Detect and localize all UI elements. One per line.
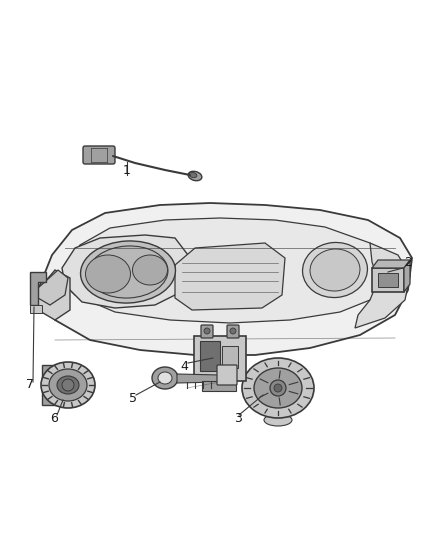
Polygon shape (38, 270, 68, 305)
Text: 2: 2 (404, 256, 412, 270)
Ellipse shape (152, 367, 178, 389)
Polygon shape (404, 260, 410, 292)
Circle shape (270, 380, 286, 396)
FancyBboxPatch shape (227, 325, 239, 338)
Bar (30, 305, 42, 313)
FancyBboxPatch shape (83, 146, 115, 164)
Polygon shape (62, 235, 188, 308)
Polygon shape (38, 270, 70, 320)
Ellipse shape (57, 376, 79, 394)
Polygon shape (177, 374, 220, 383)
Ellipse shape (242, 358, 314, 418)
Circle shape (230, 328, 236, 334)
FancyBboxPatch shape (201, 325, 213, 338)
Ellipse shape (85, 255, 131, 293)
Polygon shape (175, 243, 285, 310)
Ellipse shape (188, 171, 202, 181)
Circle shape (274, 384, 282, 392)
Text: 1: 1 (123, 164, 131, 176)
Polygon shape (372, 260, 410, 268)
FancyBboxPatch shape (194, 336, 246, 381)
Ellipse shape (41, 362, 95, 408)
Text: 7: 7 (26, 378, 34, 392)
Circle shape (204, 328, 210, 334)
Text: 3: 3 (234, 411, 242, 424)
Bar (378, 273, 398, 287)
Ellipse shape (310, 249, 360, 291)
Ellipse shape (133, 255, 167, 285)
FancyBboxPatch shape (202, 381, 236, 391)
Polygon shape (30, 272, 46, 305)
Text: 6: 6 (50, 411, 58, 424)
Ellipse shape (254, 368, 302, 408)
Polygon shape (355, 243, 410, 328)
Ellipse shape (49, 369, 87, 401)
Ellipse shape (81, 241, 176, 303)
FancyBboxPatch shape (42, 365, 62, 405)
FancyBboxPatch shape (372, 268, 404, 292)
Ellipse shape (158, 372, 172, 384)
Polygon shape (38, 203, 412, 355)
FancyBboxPatch shape (217, 365, 237, 385)
FancyBboxPatch shape (222, 346, 238, 368)
Ellipse shape (303, 243, 367, 297)
FancyBboxPatch shape (200, 341, 220, 371)
Ellipse shape (264, 414, 292, 426)
Polygon shape (58, 218, 395, 323)
Text: 5: 5 (129, 392, 137, 405)
Circle shape (62, 379, 74, 391)
Ellipse shape (189, 172, 197, 177)
Text: 4: 4 (180, 360, 188, 374)
Ellipse shape (88, 246, 168, 298)
